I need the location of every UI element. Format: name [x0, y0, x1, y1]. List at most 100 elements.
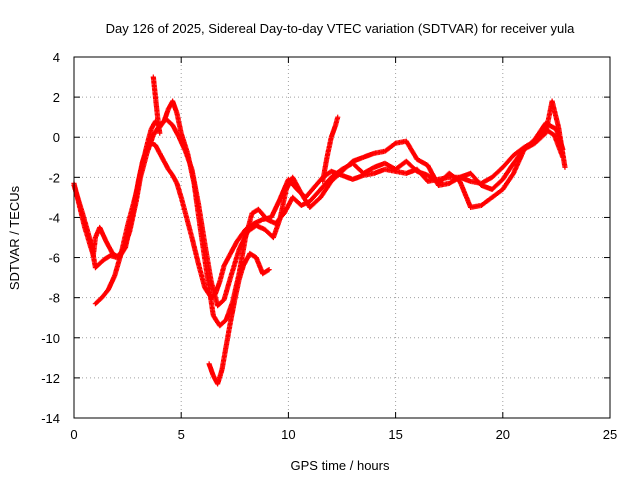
x-tick-label: 5 [178, 427, 185, 442]
data-point [468, 170, 484, 187]
data-point [152, 142, 162, 155]
data-point [165, 166, 175, 177]
data-point [281, 196, 295, 216]
data-point [178, 194, 188, 215]
data-point [320, 156, 330, 184]
data-point [170, 98, 180, 115]
data-point [135, 162, 145, 186]
data-point [178, 130, 190, 155]
data-point [191, 180, 203, 231]
data-point [97, 224, 109, 243]
series-track-f [320, 114, 341, 184]
x-tick-label: 15 [388, 427, 402, 442]
data-point [318, 179, 334, 200]
data-point [489, 177, 505, 192]
data-point [435, 171, 451, 186]
data-point [457, 178, 473, 209]
y-tick-label: -4 [48, 210, 60, 225]
data-point [324, 136, 334, 160]
y-tick-label: -2 [48, 170, 60, 185]
series-track-e [150, 74, 163, 136]
data-point [150, 74, 158, 99]
data-point [144, 127, 154, 148]
data-point [335, 114, 341, 120]
data-point [266, 266, 272, 273]
data-point [88, 240, 98, 269]
data-point [217, 264, 227, 285]
data-point [562, 164, 568, 170]
data-point [80, 210, 94, 245]
data-point [328, 123, 338, 140]
data-point [478, 195, 494, 208]
data-point [403, 158, 419, 173]
data-point [234, 228, 248, 245]
data-point [219, 344, 229, 373]
data-point [328, 167, 344, 180]
grid [74, 57, 610, 418]
data-point [189, 234, 201, 265]
data-point [125, 200, 137, 229]
data-point [500, 171, 516, 192]
x-tick-label: 25 [603, 427, 617, 442]
data-point [170, 122, 181, 139]
y-tick-label: -14 [41, 411, 60, 426]
chart-title: Day 126 of 2025, Sidereal Day-to-day VTE… [106, 21, 575, 36]
data-point [318, 175, 333, 192]
data-point [103, 238, 115, 255]
data-point [489, 165, 505, 180]
data-point [215, 368, 225, 387]
data-point [253, 255, 265, 275]
data-point [549, 98, 561, 129]
data-point [221, 252, 233, 269]
data-point [174, 180, 184, 199]
data-point [221, 276, 233, 303]
data-point [185, 150, 197, 185]
data-point [382, 141, 398, 154]
data-point [403, 138, 419, 161]
axis-ticks [73, 56, 611, 419]
data-points [71, 74, 568, 387]
data-point [118, 224, 130, 257]
data-point [500, 161, 516, 182]
y-tick-label: 0 [53, 130, 60, 145]
data-point [112, 252, 124, 279]
data-point [215, 297, 226, 309]
data-point [532, 121, 548, 142]
data-point [155, 114, 163, 135]
data-point [161, 107, 171, 124]
data-point [232, 278, 242, 303]
y-tick-label: -12 [41, 371, 60, 386]
data-point [195, 261, 207, 289]
data-point [152, 94, 161, 119]
y-tick-label: 2 [53, 90, 60, 105]
x-tick-label: 0 [70, 427, 77, 442]
data-point [478, 182, 494, 192]
data-point [360, 165, 376, 176]
data-point [204, 271, 216, 317]
data-point [182, 210, 195, 239]
x-axis-label: GPS time / hours [291, 458, 390, 473]
plot-frame [73, 56, 611, 419]
y-tick-label: -8 [48, 291, 60, 306]
series-track-c [92, 98, 568, 329]
data-point [242, 212, 255, 241]
data-point [307, 195, 323, 210]
data-point [307, 187, 323, 204]
y-axis-label: SDTVAR / TECUs [7, 185, 22, 290]
data-point [197, 226, 210, 275]
data-point [227, 248, 242, 281]
data-point [240, 252, 252, 269]
data-point [255, 206, 269, 221]
data-point [217, 318, 228, 329]
data-point [92, 295, 104, 307]
data-point [532, 131, 548, 146]
data-point [510, 147, 527, 176]
data-point [521, 141, 537, 152]
data-point [500, 153, 516, 170]
data-point [446, 170, 462, 184]
data-point [208, 279, 220, 307]
data-point [157, 130, 163, 136]
data-point [555, 124, 568, 169]
data-point [290, 174, 304, 195]
